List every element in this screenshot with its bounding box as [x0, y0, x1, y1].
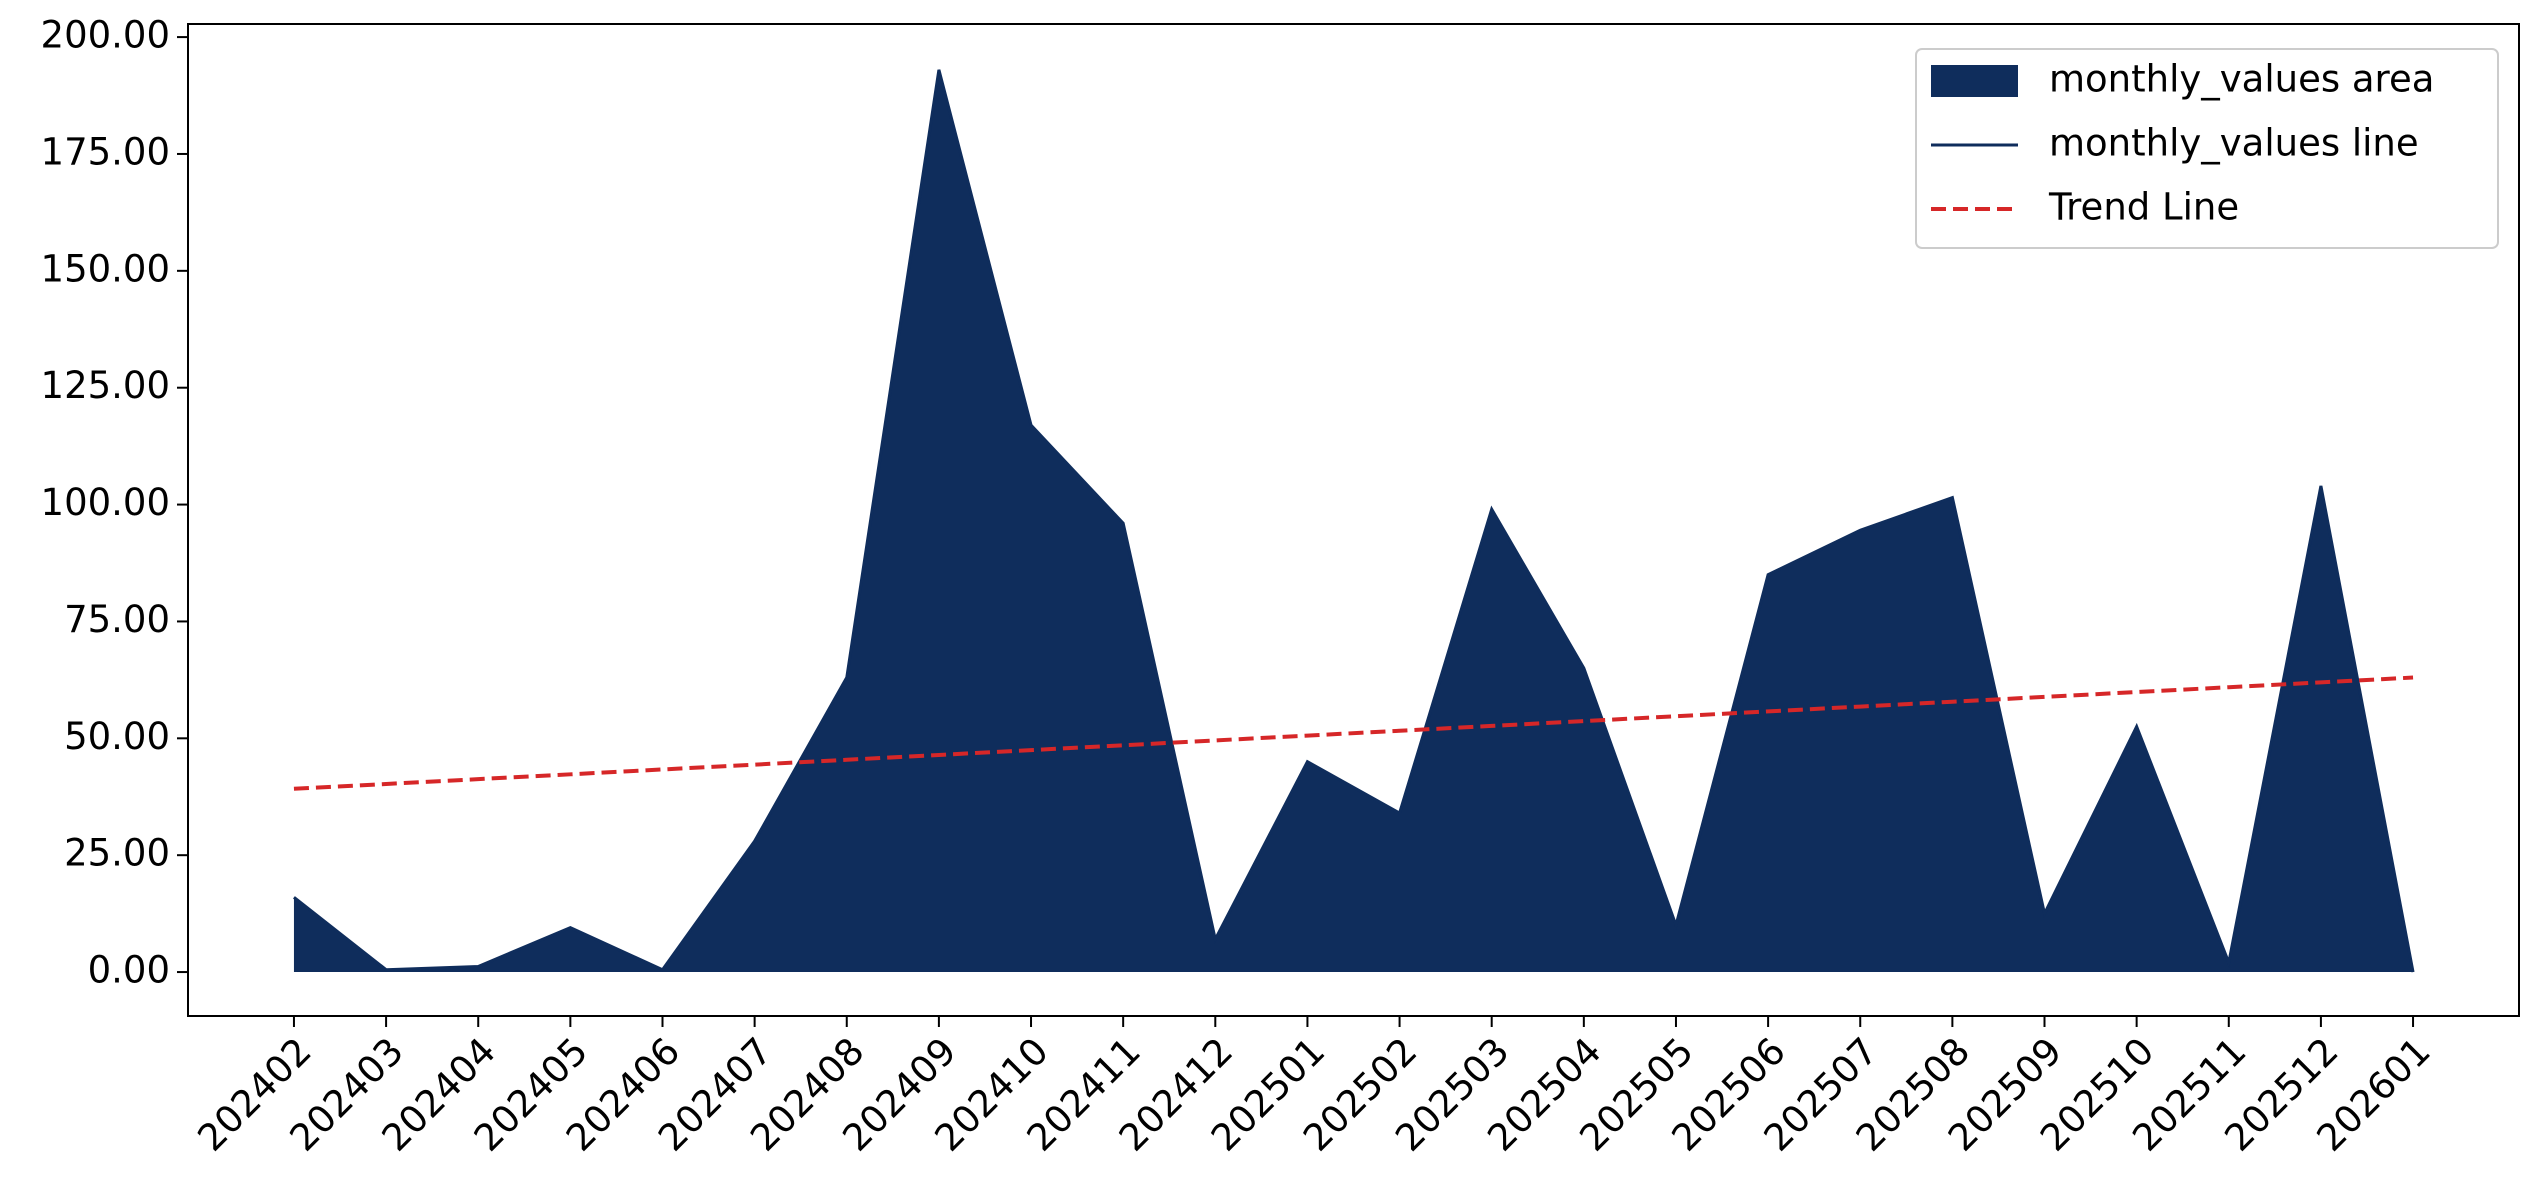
- legend-swatch: [1931, 65, 2018, 97]
- y-tick-label: 175.00: [41, 130, 170, 173]
- y-tick-label: 100.00: [41, 481, 170, 524]
- trend-line: [293, 675, 2414, 791]
- legend-label: Trend Line: [2048, 186, 2239, 229]
- line: [293, 69, 2415, 973]
- legend-box: [1915, 48, 2499, 249]
- y-tick-label: 0.00: [88, 949, 170, 992]
- plot-frame: [187, 23, 2520, 1017]
- y-tick-label: 125.00: [41, 364, 170, 407]
- y-tick-label: 200.00: [41, 14, 170, 57]
- legend-label: monthly_values line: [2049, 122, 2419, 165]
- y-tick-label: 25.00: [64, 832, 170, 875]
- y-tick-label: 75.00: [64, 598, 170, 641]
- area: [293, 69, 2414, 973]
- y-tick-label: 50.00: [64, 715, 170, 758]
- y-tick-label: 150.00: [41, 247, 170, 290]
- legend: monthly_values area monthly_values line Tr…: [1915, 48, 2499, 249]
- legend-label: monthly_values area: [2049, 58, 2434, 101]
